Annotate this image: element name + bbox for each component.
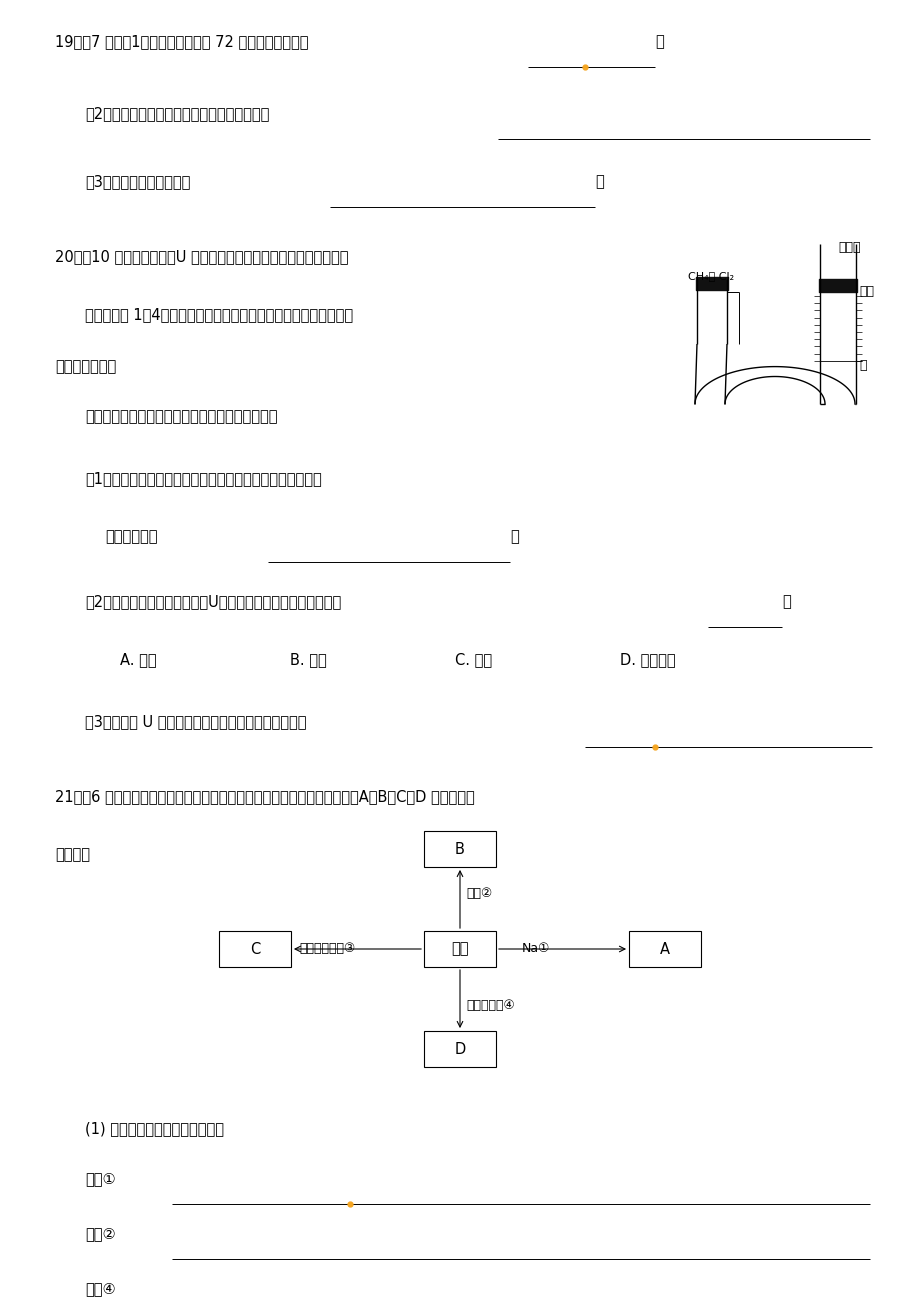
Text: （1）假设甲烷与氯气充分反应，且只产生一种有机物，请写: （1）假设甲烷与氯气充分反应，且只产生一种有机物，请写 bbox=[85, 471, 322, 486]
Bar bbox=[424, 931, 495, 967]
Text: 化合物。: 化合物。 bbox=[55, 848, 90, 862]
Text: （2）该烷烃在空气中燃烧的化学反应方程式是: （2）该烷烃在空气中燃烧的化学反应方程式是 bbox=[85, 105, 269, 121]
Text: (1) 写出下列反应的化学方程式：: (1) 写出下列反应的化学方程式： bbox=[85, 1121, 223, 1137]
Text: 反应②: 反应② bbox=[85, 1226, 116, 1241]
Bar bbox=[219, 931, 290, 967]
Text: 水: 水 bbox=[858, 359, 866, 372]
Text: 出化学方程式: 出化学方程式 bbox=[105, 529, 157, 544]
Text: B: B bbox=[455, 841, 464, 857]
Bar bbox=[629, 931, 700, 967]
Text: D. 无法确定: D. 无法确定 bbox=[619, 652, 675, 667]
Text: 将该装置放置在: 将该装置放置在 bbox=[55, 359, 116, 374]
Text: 19．（7 分）（1）相对分子质量为 72 的烷烃的分子式是: 19．（7 分）（1）相对分子质量为 72 的烷烃的分子式是 bbox=[55, 34, 308, 49]
Text: （2）经过几个小时的反应后，U型管右端的玻璃管中水柱变化是: （2）经过几个小时的反应后，U型管右端的玻璃管中水柱变化是 bbox=[85, 594, 341, 609]
Text: B. 降低: B. 降低 bbox=[289, 652, 326, 667]
Text: CH₄和 Cl₂: CH₄和 Cl₂ bbox=[687, 271, 733, 281]
Text: 20．（10 分）如图所示，U 型管的左端被水和胶塞封闭有甲烷和氯气: 20．（10 分）如图所示，U 型管的左端被水和胶塞封闭有甲烷和氯气 bbox=[55, 249, 348, 264]
Bar bbox=[424, 1031, 495, 1068]
Text: C. 不变: C. 不变 bbox=[455, 652, 492, 667]
Text: （体积比为 1：4）的混和气体，假定氯气在水中溶解度可以忽略。: （体积比为 1：4）的混和气体，假定氯气在水中溶解度可以忽略。 bbox=[85, 307, 353, 322]
Text: 玻璃管: 玻璃管 bbox=[837, 241, 859, 254]
Text: 。: 。 bbox=[509, 529, 518, 544]
Text: 有光亮的地方，让混和气体缓慢地反应一段时间。: 有光亮的地方，让混和气体缓慢地反应一段时间。 bbox=[85, 409, 278, 424]
Text: ，: ， bbox=[654, 34, 663, 49]
Text: A. 升高: A. 升高 bbox=[119, 652, 156, 667]
Text: 胶塞: 胶塞 bbox=[858, 285, 873, 298]
Text: A: A bbox=[659, 941, 669, 957]
Text: （3）它可能的结构简式是: （3）它可能的结构简式是 bbox=[85, 174, 190, 189]
Text: 浓硫酸、乙酸③: 浓硫酸、乙酸③ bbox=[299, 943, 355, 954]
Text: 乙醇: 乙醇 bbox=[450, 941, 469, 957]
Text: 21．（6 分）乙醇是生活中常见的有机物，能进行如下图所示的多种反应，A、B、C、D 都是含碳的: 21．（6 分）乙醇是生活中常见的有机物，能进行如下图所示的多种反应，A、B、C… bbox=[55, 789, 474, 805]
Bar bbox=[424, 831, 495, 867]
Text: Na①: Na① bbox=[521, 943, 550, 954]
Text: 。: 。 bbox=[781, 594, 790, 609]
Text: D: D bbox=[454, 1042, 465, 1056]
Text: C: C bbox=[250, 941, 260, 957]
Text: 。: 。 bbox=[595, 174, 603, 189]
Text: 红热的铜丝④: 红热的铜丝④ bbox=[466, 999, 515, 1012]
Text: 点燃②: 点燃② bbox=[466, 887, 492, 900]
Text: 反应①: 反应① bbox=[85, 1170, 116, 1186]
Text: 反应④: 反应④ bbox=[85, 1281, 116, 1295]
Text: （3）试解释 U 型管右端的玻璃管中水柱变化的原因。: （3）试解释 U 型管右端的玻璃管中水柱变化的原因。 bbox=[85, 713, 306, 729]
